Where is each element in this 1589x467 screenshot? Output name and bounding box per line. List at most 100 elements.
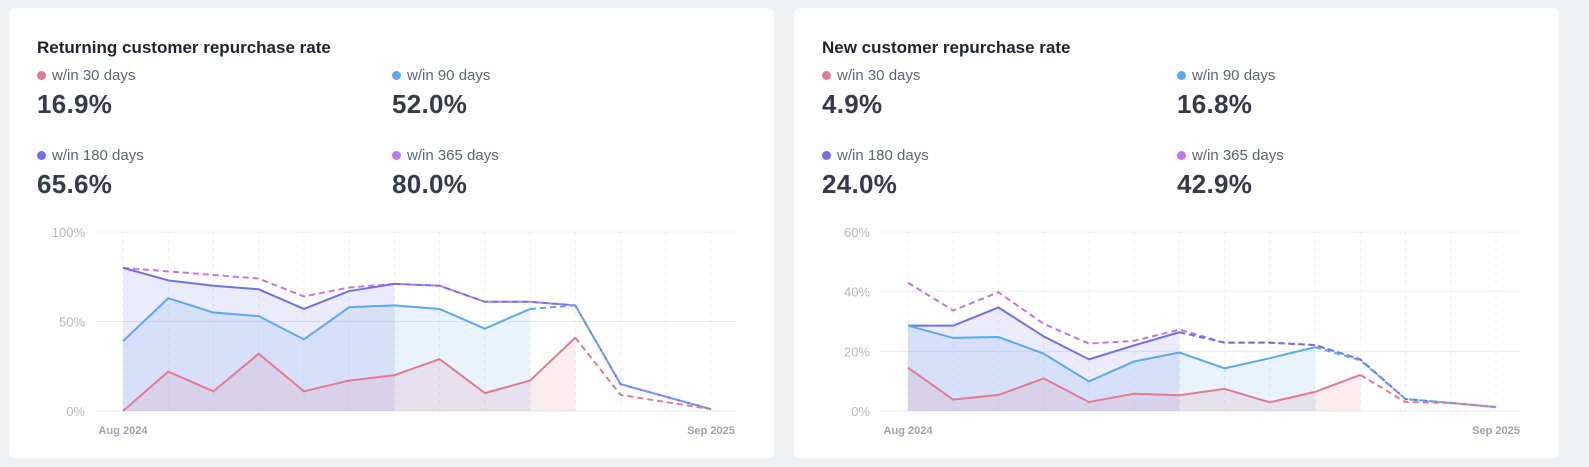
data-point-w180[interactable] [210,283,216,289]
data-point-w180[interactable] [905,323,911,329]
data-point-w365[interactable] [618,381,624,387]
data-point-w365[interactable] [950,307,956,313]
data-point-w365[interactable] [1493,404,1499,410]
data-point-w365[interactable] [1403,396,1409,402]
data-point-w365[interactable] [708,406,714,412]
data-point-w365[interactable] [346,284,352,290]
data-point-w365[interactable] [1041,321,1047,327]
data-point-w365[interactable] [482,299,488,305]
data-point-w365[interactable] [210,272,216,278]
data-point-w365[interactable] [120,265,126,271]
data-point-w90[interactable] [1222,365,1228,371]
data-point-w365[interactable] [1267,340,1273,346]
data-point-w30[interactable] [572,335,578,341]
metric-value: 52.0% [392,89,468,119]
data-point-w365[interactable] [1312,342,1318,348]
data-point-w30[interactable] [1086,399,1092,405]
data-point-w365[interactable] [1448,400,1454,406]
series-area-w180 [908,307,1180,411]
data-point-w365[interactable] [1357,356,1363,362]
data-point-w365[interactable] [572,302,578,308]
data-point-w30[interactable] [482,390,488,396]
data-point-w365[interactable] [256,276,262,282]
data-point-w90[interactable] [1131,358,1137,364]
series-projection-w90[interactable] [529,304,712,411]
data-point-w365[interactable] [301,293,307,299]
series-line-w30[interactable] [122,336,576,412]
data-point-w90[interactable] [120,338,126,344]
data-point-w30[interactable] [1131,391,1137,397]
data-point-w30[interactable] [210,388,216,394]
data-point-w90[interactable] [995,334,1001,340]
data-point-w30[interactable] [618,392,624,398]
data-point-w180[interactable] [1086,356,1092,362]
data-point-w90[interactable] [1041,351,1047,357]
data-point-w30[interactable] [995,392,1001,398]
data-point-w180[interactable] [256,286,262,292]
data-point-w365[interactable] [663,394,669,400]
data-point-w30[interactable] [165,369,171,375]
data-point-w30[interactable] [120,408,126,414]
series-projection-w90[interactable] [1314,346,1497,409]
data-point-w180[interactable] [995,304,1001,310]
data-point-w90[interactable] [1086,378,1092,384]
new-repurchase-chart[interactable]: 0% 20% 40% 60% Aug 2024 Sep 2025 [794,218,1559,453]
data-point-w365[interactable] [1176,327,1182,333]
data-point-w365[interactable] [995,289,1001,295]
data-point-w90[interactable] [527,306,533,312]
data-point-w30[interactable] [346,378,352,384]
data-point-w30[interactable] [437,356,443,362]
data-point-w90[interactable] [346,304,352,310]
data-point-w90[interactable] [437,306,443,312]
data-point-w90[interactable] [301,336,307,342]
legend-dot-w365-icon [392,151,401,160]
data-point-w180[interactable] [950,323,956,329]
data-point-w30[interactable] [663,399,669,405]
x-tick-label: Sep 2025 [1472,425,1520,437]
series-line-w30[interactable] [907,366,1361,404]
data-point-w30[interactable] [950,397,956,403]
data-point-w90[interactable] [210,310,216,316]
data-point-w365[interactable] [1222,340,1228,346]
metric-value: 42.9% [1177,169,1253,199]
data-point-w30[interactable] [527,378,533,384]
data-point-w365[interactable] [527,299,533,305]
series-line-w180[interactable] [122,266,395,310]
series-line-w90[interactable] [122,297,531,342]
data-point-w90[interactable] [950,335,956,341]
data-point-w30[interactable] [1041,375,1047,381]
data-point-w365[interactable] [391,281,397,287]
data-point-w365[interactable] [437,283,443,289]
returning-repurchase-chart[interactable]: 0% 50% 100% Aug 2024 Sep 2025 [9,218,774,453]
metric-label: w/in 180 days [52,147,144,164]
data-point-w90[interactable] [391,302,397,308]
data-point-w30[interactable] [301,388,307,394]
series-line-w180[interactable] [908,306,1180,361]
data-point-w30[interactable] [905,365,911,371]
data-point-w30[interactable] [1357,372,1363,378]
series-projection-w30[interactable] [1359,374,1497,409]
series-line-w90[interactable] [907,324,1316,383]
data-point-w30[interactable] [1267,399,1273,405]
metric-label: w/in 365 days [1192,147,1284,164]
data-point-w90[interactable] [482,326,488,332]
data-point-w90[interactable] [165,295,171,301]
data-point-w180[interactable] [1041,333,1047,339]
data-point-w30[interactable] [1222,386,1228,392]
data-point-w30[interactable] [1312,389,1318,395]
y-tick-label: 20% [844,344,870,359]
legend-dot-w90-icon [392,71,401,80]
data-point-w90[interactable] [1267,355,1273,361]
series-projection-w30[interactable] [574,336,712,411]
data-point-w180[interactable] [301,306,307,312]
data-point-w90[interactable] [256,313,262,319]
data-point-w365[interactable] [1131,338,1137,344]
data-point-w365[interactable] [1086,341,1092,347]
data-point-w90[interactable] [1176,350,1182,356]
data-point-w30[interactable] [256,351,262,357]
data-point-w365[interactable] [165,268,171,274]
data-point-w30[interactable] [391,372,397,378]
data-point-w180[interactable] [165,277,171,283]
data-point-w365[interactable] [905,280,911,286]
data-point-w30[interactable] [1176,392,1182,398]
